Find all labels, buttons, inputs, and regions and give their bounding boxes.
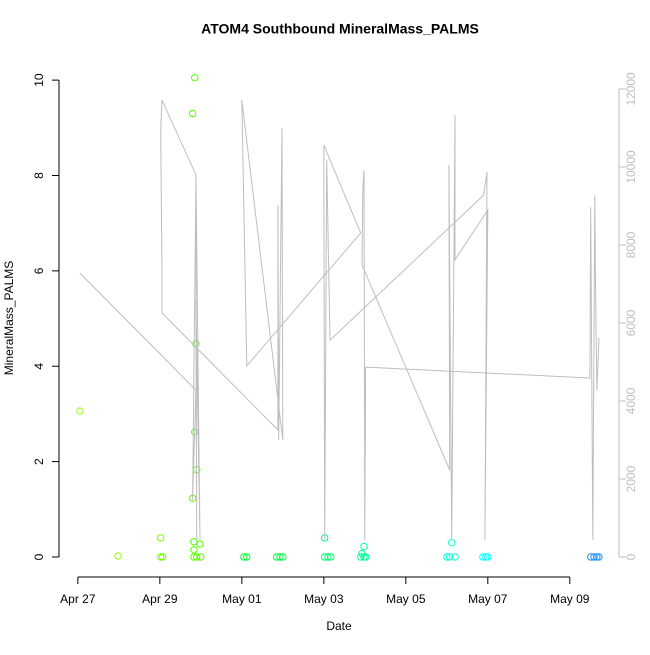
- point: [190, 553, 198, 561]
- x-tick-label: May 07: [468, 592, 508, 606]
- point: [445, 553, 454, 561]
- y2-tick-label: 2000: [624, 465, 638, 492]
- point: [190, 546, 198, 554]
- point: [590, 553, 598, 561]
- point: [114, 552, 122, 560]
- point: [593, 553, 601, 561]
- point: [443, 553, 451, 561]
- x-axis-label: Date: [326, 619, 352, 633]
- line: [79, 99, 600, 540]
- y-tick-label: 0: [32, 553, 46, 560]
- point: [451, 553, 459, 561]
- point: [156, 553, 165, 561]
- point: [190, 74, 199, 82]
- point: [595, 553, 603, 561]
- point: [482, 553, 490, 561]
- y-tick-label: 4: [32, 363, 46, 370]
- y2-tick-label: 0: [624, 553, 638, 560]
- point: [243, 553, 251, 561]
- point: [188, 109, 197, 118]
- point: [357, 553, 365, 561]
- x-tick-label: May 01: [222, 592, 262, 606]
- point: [159, 553, 167, 561]
- point: [276, 553, 284, 561]
- point: [279, 553, 287, 561]
- y2-tick-label: 10000: [624, 150, 638, 184]
- x-tick-label: May 05: [386, 592, 426, 606]
- point: [484, 553, 492, 561]
- point: [190, 538, 198, 546]
- y-axis-label: MineralMass_PALMS: [2, 261, 16, 375]
- point: [193, 553, 201, 561]
- point: [479, 553, 487, 561]
- x-tick-label: Apr 27: [60, 592, 96, 606]
- x-tick-label: May 03: [304, 592, 344, 606]
- y2-tick-label: 8000: [624, 231, 638, 258]
- point: [156, 534, 165, 542]
- y-tick-label: 10: [32, 73, 46, 87]
- point: [324, 553, 332, 561]
- y2-tick-label: 12000: [624, 72, 638, 106]
- y-tick-label: 8: [32, 172, 46, 179]
- point: [361, 553, 370, 561]
- x-tick-label: May 09: [550, 592, 590, 606]
- x-tick-label: Apr 29: [142, 592, 178, 606]
- y2-tick-label: 4000: [624, 387, 638, 414]
- point: [197, 553, 205, 561]
- y-tick-label: 6: [32, 267, 46, 274]
- point: [240, 553, 248, 561]
- point: [196, 540, 204, 548]
- point: [327, 553, 335, 561]
- point: [76, 407, 84, 415]
- point: [360, 542, 368, 551]
- y-tick-label: 2: [32, 458, 46, 465]
- point: [448, 538, 456, 547]
- y2-tick-label: 6000: [624, 309, 638, 336]
- chart-title: ATOM4 Southbound MineralMass_PALMS: [201, 21, 479, 37]
